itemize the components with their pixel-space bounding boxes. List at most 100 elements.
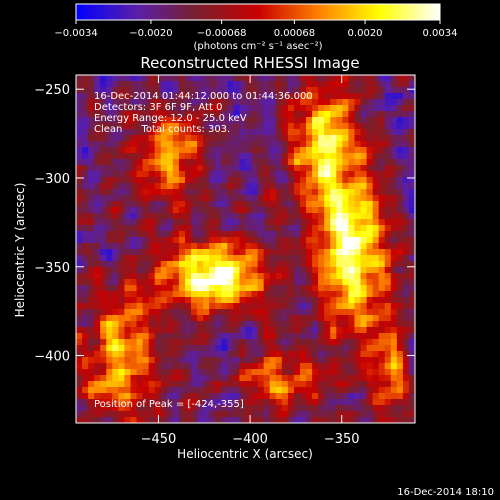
heatmap-cell <box>287 303 295 310</box>
colorbar-unit-label: (photons cm⁻² s⁻¹ asec⁻²) <box>193 41 322 52</box>
heatmap-cell <box>384 123 392 130</box>
heatmap-cell <box>227 171 234 178</box>
heatmap-cell <box>390 237 398 244</box>
heatmap-cell <box>287 321 295 328</box>
heatmap-cell <box>306 267 313 274</box>
heatmap-cell <box>330 135 337 142</box>
heatmap-cell <box>166 381 174 388</box>
heatmap-cell <box>348 243 355 250</box>
heatmap-cell <box>112 147 119 154</box>
heatmap-cell <box>239 129 246 136</box>
heatmap-cell <box>76 219 83 226</box>
heatmap-cell <box>281 159 289 166</box>
heatmap-cell <box>112 309 119 316</box>
heatmap-cell <box>366 201 374 208</box>
heatmap-cell <box>124 105 131 112</box>
heatmap-cell <box>372 255 380 262</box>
heatmap-cell <box>191 405 198 412</box>
heatmap-cell <box>287 75 295 82</box>
heatmap-cell <box>342 261 349 268</box>
heatmap-cell <box>215 219 222 226</box>
heatmap-cell <box>88 399 95 406</box>
heatmap-cell <box>402 153 410 160</box>
heatmap-cell <box>306 417 313 424</box>
heatmap-cell <box>384 291 392 298</box>
heatmap-cell <box>390 411 398 418</box>
heatmap-cell <box>275 399 283 406</box>
heatmap-cell <box>378 309 386 316</box>
heatmap-cell <box>299 285 307 292</box>
heatmap-cell <box>148 87 156 94</box>
heatmap-cell <box>245 99 252 106</box>
heatmap-cell <box>299 99 307 106</box>
heatmap-cell <box>299 249 307 256</box>
heatmap-cell <box>82 285 89 292</box>
heatmap-cell <box>342 231 349 238</box>
heatmap-cell <box>239 75 246 82</box>
heatmap-cell <box>330 381 337 388</box>
heatmap-cell <box>215 375 222 382</box>
heatmap-cell <box>197 87 204 94</box>
heatmap-cell <box>408 147 416 154</box>
heatmap-cell <box>336 105 343 112</box>
heatmap-cell <box>245 333 252 340</box>
heatmap-cell <box>287 123 295 130</box>
heatmap-cell <box>366 225 374 232</box>
heatmap-cell <box>348 393 355 400</box>
heatmap-cell <box>287 189 295 196</box>
heatmap-cell <box>251 219 258 226</box>
heatmap-cell <box>136 405 143 412</box>
heatmap-cell <box>372 189 380 196</box>
heatmap-cell <box>233 93 240 100</box>
heatmap-cell <box>82 81 89 88</box>
heatmap-cell <box>396 231 404 238</box>
heatmap-cell <box>402 129 410 136</box>
heatmap-cell <box>88 273 95 280</box>
heatmap-cell <box>360 219 367 226</box>
heatmap-cell <box>245 291 252 298</box>
heatmap-cell <box>287 249 295 256</box>
heatmap-cell <box>402 111 410 118</box>
heatmap-cell <box>209 405 216 412</box>
heatmap-cell <box>94 135 101 142</box>
heatmap-cell <box>324 81 331 88</box>
heatmap-cell <box>342 369 349 376</box>
heatmap-cell <box>287 225 295 232</box>
heatmap-cell <box>76 87 83 94</box>
heatmap-cell <box>342 117 349 124</box>
heatmap-cell <box>378 237 386 244</box>
heatmap-cell <box>378 231 386 238</box>
heatmap-cell <box>112 189 119 196</box>
heatmap-cell <box>396 111 404 118</box>
heatmap-cell <box>275 129 283 136</box>
heatmap-cell <box>354 243 361 250</box>
heatmap-cell <box>88 213 95 220</box>
heatmap-cell <box>221 297 228 304</box>
heatmap-cell <box>239 255 246 262</box>
heatmap-cell <box>336 81 343 88</box>
heatmap-cell <box>251 153 258 160</box>
heatmap-cell <box>396 339 404 346</box>
heatmap-cell <box>227 315 234 322</box>
heatmap-cell <box>203 345 210 352</box>
heatmap-cell <box>197 153 204 160</box>
heatmap-cell <box>287 219 295 226</box>
heatmap-cell <box>281 141 289 148</box>
heatmap-cell <box>306 237 313 244</box>
heatmap-cell <box>318 123 325 130</box>
heatmap-cell <box>312 147 319 154</box>
heatmap-cell <box>245 309 252 316</box>
heatmap-cell <box>257 75 265 82</box>
heatmap-cell <box>227 273 234 280</box>
heatmap-cell <box>293 315 301 322</box>
heatmap-cell <box>130 411 137 418</box>
heatmap-cell <box>148 129 156 136</box>
heatmap-cell <box>269 117 277 124</box>
heatmap-cell <box>287 183 295 190</box>
heatmap-cell <box>269 405 277 412</box>
heatmap-cell <box>390 93 398 100</box>
heatmap-cell <box>366 297 374 304</box>
heatmap-cell <box>384 393 392 400</box>
heatmap-cell <box>191 207 198 214</box>
heatmap-cell <box>160 291 168 298</box>
